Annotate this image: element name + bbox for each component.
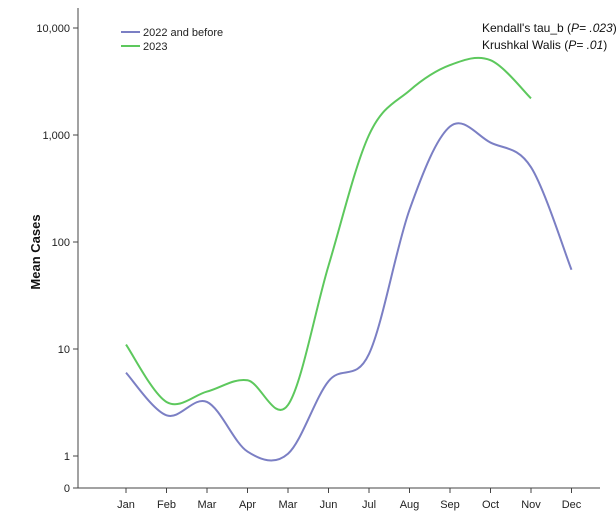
y-tick-label: 10,000 <box>36 23 70 35</box>
stat-annotation-part: ) <box>603 38 607 52</box>
y-axis-ticks: 0 1 10 100 1,000 10,000 <box>36 23 78 495</box>
y-tick-label: 1,000 <box>42 130 70 142</box>
annotations: Kendall's tau_b (P= .023)Krushkal Walis … <box>482 21 616 52</box>
series-line-before-2023 <box>125 122 573 462</box>
legend-label: 2023 <box>143 41 167 53</box>
stat-annotation-part: ) <box>613 21 616 35</box>
x-tick-label: Sep <box>440 499 460 511</box>
stat-annotation-part: P= .023 <box>571 21 613 35</box>
x-tick-label: Apr <box>239 499 256 511</box>
x-tick-label: Mar <box>279 499 298 511</box>
series-lines <box>125 56 573 462</box>
x-axis-ticks: Jan Feb Mar Apr Mar Jun Jul Aug Sep Oct Nov Dec <box>117 488 582 511</box>
legend: 2022 and before 2023 <box>121 27 223 53</box>
stat-annotation-part: Krushkal Walis ( <box>482 38 568 52</box>
y-tick-label: 100 <box>52 237 70 249</box>
y-tick-label: 1 <box>64 451 70 463</box>
x-tick-label: Jan <box>117 499 135 511</box>
series-line-2023 <box>125 56 532 411</box>
x-tick-label: Feb <box>157 499 176 511</box>
axes <box>77 8 600 489</box>
legend-label: 2022 and before <box>143 27 223 39</box>
stat-annotation-part: P= .01 <box>568 38 603 52</box>
x-tick-label: Jun <box>320 499 338 511</box>
x-tick-label: Mar <box>198 499 217 511</box>
y-tick-label: 0 <box>64 483 70 495</box>
stat-annotation: Krushkal Walis (P= .01) <box>482 38 607 52</box>
x-tick-label: Dec <box>562 499 582 511</box>
stat-annotation: Kendall's tau_b (P= .023) <box>482 21 616 35</box>
x-tick-label: Oct <box>482 499 499 511</box>
x-tick-label: Jul <box>362 499 376 511</box>
y-axis-label: Mean Cases <box>28 214 43 289</box>
x-tick-label: Nov <box>521 499 541 511</box>
x-tick-label: Aug <box>400 499 420 511</box>
y-tick-label: 10 <box>58 344 70 356</box>
stat-annotation-part: Kendall's tau_b ( <box>482 21 571 35</box>
